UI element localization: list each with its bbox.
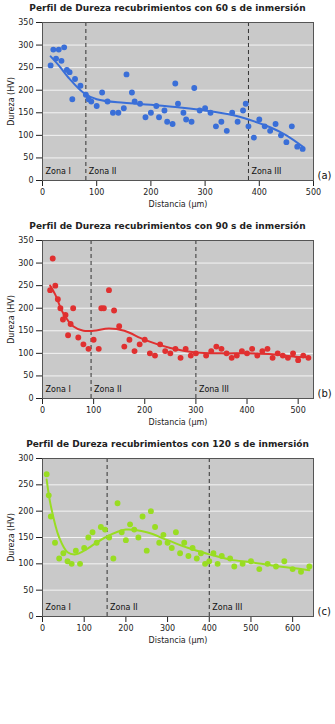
svg-text:500: 500: [243, 624, 258, 633]
svg-text:(c): (c): [318, 606, 331, 617]
svg-text:500: 500: [306, 188, 321, 197]
svg-text:200: 200: [118, 624, 133, 633]
svg-text:Distancia (µm): Distancia (µm): [149, 636, 208, 645]
svg-text:350: 350: [18, 18, 33, 27]
svg-text:200: 200: [143, 188, 158, 197]
svg-text:250: 250: [18, 63, 33, 72]
svg-text:Zona II: Zona II: [110, 603, 138, 612]
svg-text:(a): (a): [318, 170, 332, 181]
svg-text:50: 50: [23, 153, 33, 162]
svg-text:300: 300: [18, 454, 33, 463]
svg-text:0: 0: [40, 406, 45, 415]
svg-text:Zona I: Zona I: [46, 603, 71, 612]
svg-text:0: 0: [40, 624, 45, 633]
svg-text:500: 500: [291, 406, 306, 415]
svg-text:0: 0: [28, 612, 33, 621]
svg-text:150: 150: [18, 326, 33, 335]
svg-text:200: 200: [18, 86, 33, 95]
svg-text:Distancia (µm): Distancia (µm): [149, 418, 208, 427]
svg-text:100: 100: [77, 624, 92, 633]
svg-text:0: 0: [28, 176, 33, 185]
svg-text:50: 50: [23, 586, 33, 595]
svg-text:Distancia (µm): Distancia (µm): [149, 200, 208, 209]
svg-text:Zona III: Zona III: [199, 385, 229, 394]
svg-text:250: 250: [18, 480, 33, 489]
svg-text:400: 400: [202, 624, 217, 633]
svg-text:200: 200: [137, 406, 152, 415]
svg-text:300: 300: [188, 406, 203, 415]
svg-text:150: 150: [18, 108, 33, 117]
svg-text:300: 300: [160, 624, 175, 633]
svg-text:Zona I: Zona I: [46, 167, 71, 176]
svg-text:100: 100: [89, 188, 104, 197]
svg-text:300: 300: [18, 259, 33, 268]
svg-text:50: 50: [23, 371, 33, 380]
svg-text:400: 400: [252, 188, 267, 197]
svg-text:100: 100: [18, 131, 33, 140]
svg-text:0: 0: [28, 394, 33, 403]
svg-text:100: 100: [18, 559, 33, 568]
svg-text:Dureza (HV): Dureza (HV): [7, 77, 16, 126]
svg-text:200: 200: [18, 507, 33, 516]
svg-text:100: 100: [86, 406, 101, 415]
svg-text:Dureza (HV): Dureza (HV): [7, 295, 16, 344]
svg-text:Zona II: Zona II: [89, 167, 117, 176]
svg-text:Zona II: Zona II: [94, 385, 122, 394]
svg-text:Zona III: Zona III: [251, 167, 281, 176]
svg-text:350: 350: [18, 236, 33, 245]
svg-text:600: 600: [285, 624, 300, 633]
html-text:Perfil de Dureza recubrimiento: Perfil de Dureza recubrimientos con 120 …: [26, 439, 309, 449]
svg-text:Zona III: Zona III: [212, 603, 242, 612]
svg-text:300: 300: [197, 188, 212, 197]
svg-text:300: 300: [18, 41, 33, 50]
svg-text:200: 200: [18, 304, 33, 313]
svg-text:(b): (b): [318, 388, 332, 399]
svg-text:Zona I: Zona I: [46, 385, 71, 394]
svg-text:0: 0: [40, 188, 45, 197]
html-text:Perfil de Dureza recubrimiento: Perfil de Dureza recubrimientos con 60 s…: [29, 3, 306, 13]
svg-text:Dureza (HV): Dureza (HV): [7, 513, 16, 562]
svg-text:150: 150: [18, 533, 33, 542]
svg-text:400: 400: [239, 406, 254, 415]
svg-text:100: 100: [18, 349, 33, 358]
html-text:Perfil de Dureza recubrimiento: Perfil de Dureza recubrimientos con 90 s…: [29, 221, 306, 231]
svg-text:250: 250: [18, 281, 33, 290]
